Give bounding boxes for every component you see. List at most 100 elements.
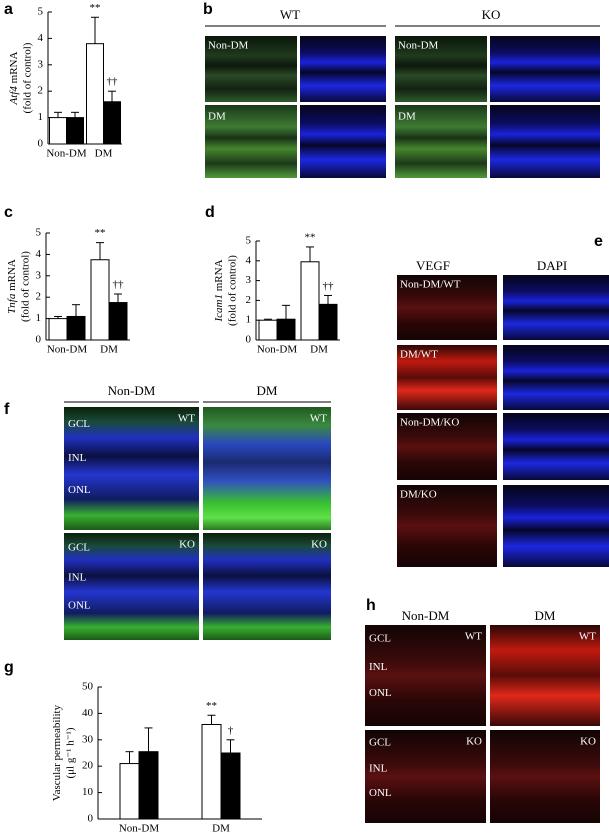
bar xyxy=(119,763,140,820)
y-tick-label: 50 xyxy=(82,681,94,693)
column-header: KO xyxy=(482,7,501,22)
bar xyxy=(48,318,68,341)
y-tick-label: 10 xyxy=(82,786,94,798)
micrograph xyxy=(397,345,497,410)
bar xyxy=(49,117,67,145)
layer-label: INL xyxy=(369,763,388,775)
genotype-label: WT xyxy=(465,631,482,643)
x-tick-label: DM xyxy=(212,823,230,833)
y-tick-label: 1 xyxy=(38,111,44,123)
layer-label: GCL xyxy=(68,542,90,554)
genotype-label: WT xyxy=(178,413,195,425)
micrograph xyxy=(490,36,600,102)
x-tick-label: Non-DM xyxy=(46,148,87,160)
layer-label: ONL xyxy=(68,599,91,611)
y-tick-label: 30 xyxy=(82,733,94,745)
y-tick-label: 2 xyxy=(38,85,44,97)
x-tick-label: DM xyxy=(95,148,113,160)
layer-label: ONL xyxy=(68,484,91,496)
y-tick-label: 0 xyxy=(36,334,42,346)
y-tick-label: 20 xyxy=(82,760,94,772)
y-axis-label-note: (μl g⁻¹ h⁻¹) xyxy=(65,727,77,778)
image-label: DM xyxy=(208,111,226,123)
y-tick-label: 3 xyxy=(36,269,42,281)
micrograph xyxy=(503,413,609,480)
significance-label: ** xyxy=(95,227,106,239)
genotype-label: KO xyxy=(311,539,327,551)
image-label: Non-DM/WT xyxy=(400,279,461,291)
micrograph xyxy=(490,730,600,823)
micrograph xyxy=(64,533,199,640)
micrograph xyxy=(64,407,199,530)
gene-name: Icam1 xyxy=(213,294,225,323)
bar xyxy=(108,302,128,341)
micrograph xyxy=(205,36,297,102)
y-axis-label-note: (fold of control) xyxy=(227,255,239,326)
micrograph xyxy=(503,485,609,567)
x-tick-label: DM xyxy=(310,344,328,356)
panel-letter: h xyxy=(366,597,376,614)
bar xyxy=(90,259,110,341)
micrograph xyxy=(503,345,609,410)
layer-label: GCL xyxy=(369,737,391,749)
y-axis-label-note: (fold of control) xyxy=(22,42,34,113)
panel-letter: f xyxy=(4,401,10,418)
bar xyxy=(276,318,296,341)
micrograph xyxy=(395,36,487,102)
panel-letter: b xyxy=(203,1,213,18)
column-header: Non-DM xyxy=(108,383,156,398)
micrograph xyxy=(397,485,497,567)
y-axis-label-note: (fold of control) xyxy=(20,251,32,322)
layer-label: ONL xyxy=(369,687,392,699)
micrograph xyxy=(203,407,331,530)
micrograph xyxy=(503,275,609,340)
genotype-label: KO xyxy=(580,736,596,748)
bar xyxy=(201,723,222,820)
y-tick-label: 4 xyxy=(246,254,252,266)
genotype-label: WT xyxy=(579,631,596,643)
bar xyxy=(258,319,278,341)
gene-name: Atf4 xyxy=(8,86,20,106)
significance-label: ** xyxy=(90,2,101,14)
image-label: Non-DM/KO xyxy=(400,417,459,429)
y-tick-label: 2 xyxy=(36,291,42,303)
column-header: Non-DM xyxy=(402,608,450,623)
genotype-label: KO xyxy=(466,736,482,748)
layer-label: INL xyxy=(68,571,87,583)
image-label: Non-DM xyxy=(398,40,439,52)
column-header: VEGF xyxy=(416,258,450,273)
layer-label: GCL xyxy=(369,633,391,645)
column-header: WT xyxy=(280,7,300,22)
y-axis-label: Icam1 mRNA xyxy=(213,259,225,322)
y-tick-label: 0 xyxy=(38,138,44,150)
significance-label: †† xyxy=(113,279,125,291)
micrograph xyxy=(300,36,386,102)
layer-label: GCL xyxy=(68,418,90,430)
y-tick-label: 5 xyxy=(36,227,42,239)
bar xyxy=(318,303,338,341)
significance-label: ** xyxy=(305,231,316,243)
micrograph xyxy=(203,533,331,640)
panel-letter: a xyxy=(4,1,13,18)
bar xyxy=(103,101,121,145)
bar xyxy=(86,43,104,145)
x-tick-label: DM xyxy=(100,344,118,356)
bar xyxy=(220,752,241,820)
micrograph xyxy=(365,730,486,823)
significance-label: †† xyxy=(323,280,335,292)
genotype-label: KO xyxy=(179,539,195,551)
micrograph xyxy=(205,105,297,178)
gene-name: Tnfa xyxy=(6,293,18,314)
y-tick-label: 1 xyxy=(246,314,252,326)
micrograph xyxy=(397,413,497,480)
panel-letter: c xyxy=(4,204,13,221)
y-axis-label: Atf4 mRNA xyxy=(8,52,20,106)
column-header: DM xyxy=(257,383,278,398)
layer-label: ONL xyxy=(369,787,392,799)
image-label: DM/KO xyxy=(400,489,437,501)
y-tick-label: 4 xyxy=(38,32,44,44)
y-axis-label: Tnfa mRNA xyxy=(6,259,18,314)
y-label-unit: Vascular permeability xyxy=(51,704,63,801)
y-tick-label: 0 xyxy=(88,813,94,825)
